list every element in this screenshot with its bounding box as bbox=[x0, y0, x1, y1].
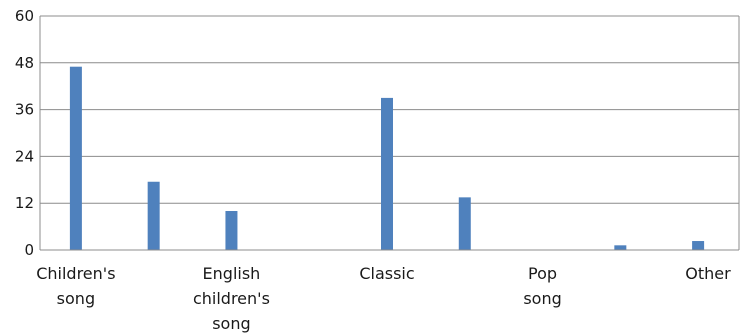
y-tick-labels: 0 12 24 36 48 60 bbox=[15, 7, 34, 259]
x-tick-label-line: song bbox=[57, 289, 95, 308]
bar bbox=[69, 66, 82, 250]
x-tick-label: English children's song bbox=[193, 264, 270, 333]
x-tick-label-line: song bbox=[523, 289, 561, 308]
x-tick-label-line: Other bbox=[685, 264, 731, 283]
y-tick-label: 24 bbox=[15, 147, 34, 165]
x-tick-label-line: English bbox=[203, 264, 261, 283]
x-tick-label-line: children's bbox=[193, 289, 270, 308]
bar bbox=[225, 211, 238, 250]
bar bbox=[458, 197, 471, 250]
x-tick-label: Other bbox=[685, 264, 731, 283]
y-tick-label: 60 bbox=[15, 7, 34, 25]
bar bbox=[381, 97, 393, 251]
x-tick-label-line: song bbox=[212, 314, 250, 333]
x-tick-label-line: Children's bbox=[36, 264, 115, 283]
bars bbox=[69, 66, 705, 251]
y-tick-label: 12 bbox=[15, 194, 34, 212]
y-tick-label: 48 bbox=[15, 54, 34, 72]
x-tick-label: Children's song bbox=[36, 264, 115, 308]
x-tick-label-line: Pop bbox=[528, 264, 557, 283]
axes bbox=[39, 16, 740, 251]
bar bbox=[692, 241, 705, 250]
y-tick-label: 0 bbox=[24, 241, 34, 259]
x-tick-label-line: Classic bbox=[359, 264, 414, 283]
x-tick-label: Pop song bbox=[523, 264, 561, 308]
x-tick-label: Classic bbox=[359, 264, 414, 283]
bar bbox=[147, 181, 160, 250]
bar bbox=[614, 245, 627, 250]
y-tick-label: 36 bbox=[15, 101, 34, 119]
x-tick-labels: Children's song English children's song Class… bbox=[36, 264, 731, 333]
